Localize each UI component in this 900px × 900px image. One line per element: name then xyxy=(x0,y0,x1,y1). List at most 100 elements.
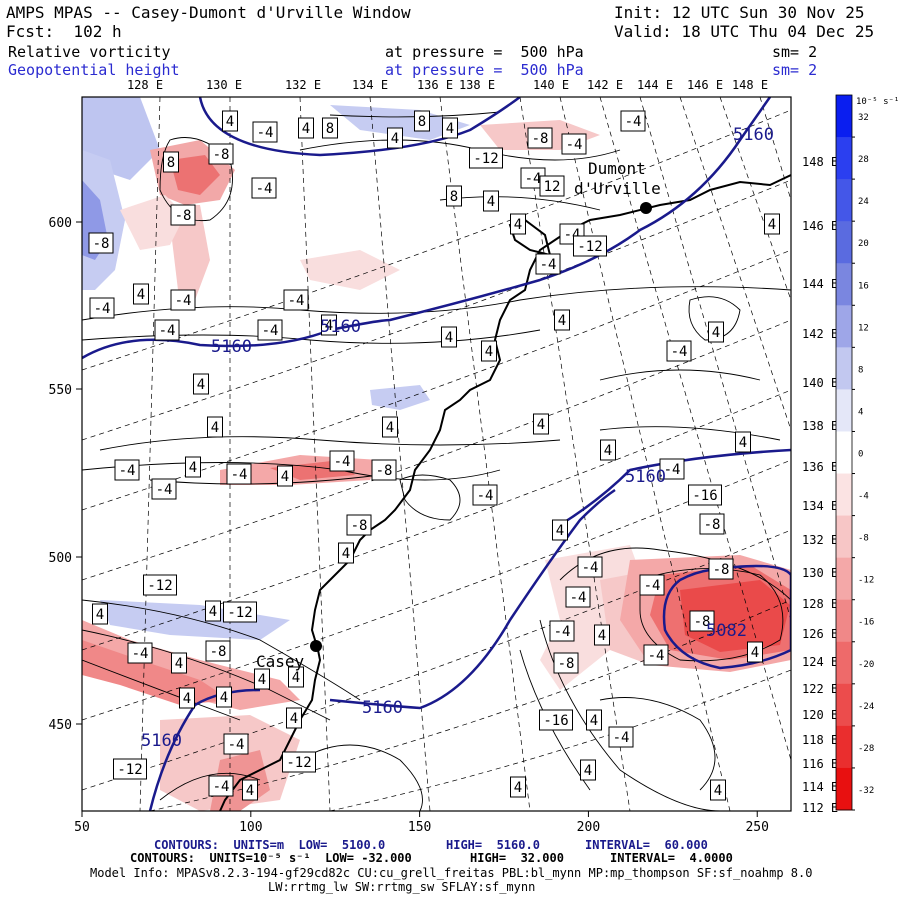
vorticity-label: 4 xyxy=(533,413,549,435)
vorticity-label: 4 xyxy=(510,213,526,235)
svg-text:-4: -4 xyxy=(664,462,681,478)
svg-text:-8: -8 xyxy=(351,518,368,534)
vorticity-label: 4 xyxy=(594,624,610,646)
svg-text:8: 8 xyxy=(167,155,175,171)
svg-text:4: 4 xyxy=(220,690,228,706)
svg-text:-12: -12 xyxy=(147,578,172,594)
vorticity-label: 8 xyxy=(163,151,179,173)
svg-text:-4: -4 xyxy=(213,779,230,795)
height-contour-info: CONTOURS: UNITS=m LOW= 5100.0 xyxy=(154,838,386,852)
vorticity-label: -4 xyxy=(608,726,634,748)
svg-text:4: 4 xyxy=(391,131,399,147)
y-axis: 600 550 500 450 xyxy=(49,216,82,733)
vorticity-label: 4 xyxy=(222,110,238,132)
colorbar-swatch xyxy=(836,347,852,390)
vorticity-label: 4 xyxy=(179,687,195,709)
colorbar-swatch xyxy=(836,179,852,222)
x-tick-label: 250 xyxy=(745,820,768,835)
vorticity-label: -12 xyxy=(223,601,257,623)
height-label: 5082 xyxy=(706,621,747,641)
svg-text:-16: -16 xyxy=(543,713,568,729)
vorticity-label: -4 xyxy=(283,289,309,311)
vorticity-label: -8 xyxy=(699,513,725,535)
vorticity-label: 4 xyxy=(441,326,457,348)
vorticity-label: 4 xyxy=(442,117,458,139)
x-axis: 50 100 150 200 250 xyxy=(74,811,769,835)
svg-text:-4: -4 xyxy=(256,181,273,197)
svg-text:-4: -4 xyxy=(554,624,571,640)
vorticity-label: -4 xyxy=(208,775,234,797)
svg-text:-4: -4 xyxy=(570,590,587,606)
height-label: 5160 xyxy=(733,125,774,145)
right-lon-label: 140 E xyxy=(802,376,838,390)
svg-text:-4: -4 xyxy=(288,293,305,309)
height-label: 5160 xyxy=(141,731,182,751)
y-tick-label: 500 xyxy=(49,551,72,566)
svg-text:4: 4 xyxy=(714,783,722,799)
top-lon-label: 136 E xyxy=(417,78,453,92)
vorticity-label-layer: 4 -4 4 8 4 8 4 -4 -8 -4 -8 -4 -12 -4 4 12 8 -8 4 -4 -4 4 4 -4 4 4… xyxy=(88,110,780,801)
vorticity-label: -8 xyxy=(205,640,231,662)
top-lon-label: 142 E xyxy=(587,78,623,92)
vorticity-label: 4 xyxy=(481,340,497,362)
vorticity-label: 4 xyxy=(207,416,223,438)
y-tick-label: 450 xyxy=(49,718,72,733)
svg-text:-4: -4 xyxy=(582,560,599,576)
top-lon-label: 134 E xyxy=(352,78,388,92)
colorbar-tick-label: 8 xyxy=(858,365,863,375)
colorbar-units: 10⁻⁵ s⁻¹ xyxy=(856,97,899,107)
top-lon-label: 146 E xyxy=(687,78,723,92)
place-dumont: Dumont xyxy=(588,159,646,178)
right-lon-label: 128 E xyxy=(802,597,838,611)
right-lon-label: 118 E xyxy=(802,733,838,747)
vorticity-label: -4 xyxy=(114,459,140,481)
field1-level: at pressure = 500 hPa xyxy=(385,43,584,61)
vorticity-label: -16 xyxy=(688,484,722,506)
colorbar-tick-label: 0 xyxy=(858,450,863,460)
right-lon-label: 132 E xyxy=(802,533,838,547)
vorticity-label: -4 xyxy=(659,458,685,480)
vorticity-label: 4 xyxy=(708,321,724,343)
vorticity-label: 12 xyxy=(539,175,565,197)
vorticity-label: -4 xyxy=(89,297,115,319)
model-physics: LW:rrtmg_lw SW:rrtmg_sw SFLAY:sf_mynn xyxy=(268,880,536,894)
vorticity-label: 4 xyxy=(321,314,337,336)
svg-text:-4: -4 xyxy=(228,737,245,753)
vorticity-label: -4 xyxy=(154,319,180,341)
vorticity-label: 4 xyxy=(133,283,149,305)
svg-text:4: 4 xyxy=(281,469,289,485)
vorticity-label: -12 xyxy=(113,758,147,780)
right-lon-label: 148 E xyxy=(802,155,838,169)
x-tick-label: 100 xyxy=(239,820,262,835)
plot-frame xyxy=(81,96,792,812)
svg-text:-4: -4 xyxy=(156,482,173,498)
x-tick-label: 150 xyxy=(408,820,431,835)
right-lon-label: 124 E xyxy=(802,655,838,669)
field1-sm: sm= 2 xyxy=(772,43,818,61)
vorticity-label: 4 xyxy=(483,190,499,212)
model-title: AMPS MPAS -- Casey-Dumont d'Urville Wind… xyxy=(6,3,411,22)
colorbar-tick-label: -16 xyxy=(858,618,874,628)
vorticity-label: 4 xyxy=(580,759,596,781)
svg-text:-8: -8 xyxy=(558,656,575,672)
height-label: 5160 xyxy=(320,317,361,337)
colorbar-tick-label: -32 xyxy=(858,786,874,796)
right-lon-label: 114 E xyxy=(802,780,838,794)
vorticity-label: 4 xyxy=(171,652,187,674)
colorbar-tick-label: 16 xyxy=(858,281,869,291)
colorbar-tick-label: 12 xyxy=(858,323,869,333)
colorbar-tick-label: 32 xyxy=(858,113,869,123)
svg-text:4: 4 xyxy=(514,780,522,796)
vorticity-label: -4 xyxy=(535,253,561,275)
colorbar-tick-label: -12 xyxy=(858,576,874,586)
vorticity-label: 4 xyxy=(254,668,270,690)
svg-text:4: 4 xyxy=(96,607,104,623)
vorticity-label: 8 xyxy=(446,185,462,207)
svg-text:-4: -4 xyxy=(566,137,583,153)
colorbar-swatch xyxy=(836,221,852,264)
height-contour-high: HIGH= 5160.0 xyxy=(446,838,540,852)
svg-text:-4: -4 xyxy=(175,293,192,309)
vorticity-label: -8 xyxy=(689,610,715,632)
svg-text:-12: -12 xyxy=(286,755,311,771)
svg-text:4: 4 xyxy=(739,435,747,451)
